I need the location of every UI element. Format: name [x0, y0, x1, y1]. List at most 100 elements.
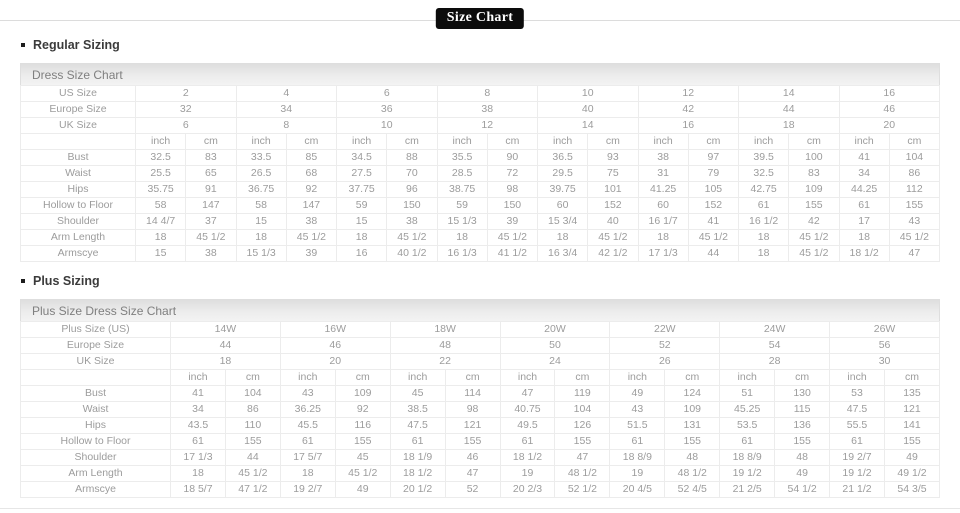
value-cell: 43 — [609, 401, 666, 418]
value-cell: 91 — [185, 181, 237, 198]
value-cell: 152 — [587, 197, 639, 214]
value-cell: 49 — [883, 449, 941, 466]
value-cell: 42 — [788, 213, 840, 230]
value-cell: 45 1/2 — [587, 229, 639, 246]
value-cell: 61 — [170, 433, 226, 450]
size-value-cell: 30 — [829, 353, 940, 370]
value-cell: 61 — [737, 197, 790, 214]
value-cell: 61 — [609, 433, 666, 450]
size-value-cell: 50 — [499, 337, 611, 354]
value-cell: 109 — [788, 181, 840, 198]
value-cell: 48 — [774, 449, 831, 466]
unit-cell: inch — [609, 369, 666, 386]
value-cell: 36.75 — [235, 181, 287, 198]
plus-sizing-section: Plus Sizing Plus Size Dress Size Chart P… — [0, 274, 960, 498]
value-cell: 65 — [185, 165, 237, 182]
value-cell: 59 — [436, 197, 488, 214]
value-cell: 20 2/3 — [499, 481, 556, 498]
value-cell: 72 — [486, 165, 539, 182]
value-cell: 40.75 — [499, 401, 556, 418]
value-cell: 17 — [838, 213, 890, 230]
size-value-cell: 40 — [537, 101, 639, 118]
value-cell: 98 — [486, 181, 539, 198]
value-cell: 45 1/2 — [788, 245, 840, 262]
value-cell: 47 — [444, 465, 501, 482]
value-cell: 79 — [687, 165, 740, 182]
value-cell: 92 — [285, 181, 338, 198]
size-value-cell: 18 — [738, 117, 840, 134]
value-cell: 97 — [687, 149, 740, 166]
table-title: Plus Size Dress Size Chart — [20, 299, 940, 321]
size-value-cell: 2 — [135, 85, 237, 102]
value-cell: 121 — [883, 401, 941, 418]
regular-sizing-section: Regular Sizing Dress Size Chart US Size 2… — [0, 38, 960, 262]
value-cell: 58 — [134, 197, 187, 214]
unit-cell: cm — [386, 133, 438, 150]
value-cell: 109 — [664, 401, 721, 418]
value-cell: 119 — [554, 385, 611, 402]
unit-cell: inch — [436, 133, 488, 150]
value-cell: 116 — [334, 417, 391, 434]
value-cell: 155 — [444, 433, 501, 450]
value-cell: 104 — [224, 385, 281, 402]
size-value-cell: 20 — [279, 353, 391, 370]
value-cell: 18 — [279, 465, 336, 482]
unit-cell: cm — [587, 133, 639, 150]
row-label: UK Size — [20, 117, 136, 134]
value-cell: 37.75 — [335, 181, 388, 198]
value-cell: 35.75 — [134, 181, 187, 198]
value-cell: 39 — [486, 213, 539, 230]
table-row: Bust 32.5 83 33.5 85 34.5 88 35.5 90 36.5 93 38 97 39… — [20, 149, 941, 166]
row-label: Shoulder — [20, 449, 171, 466]
value-cell: 38 — [185, 245, 237, 262]
value-cell: 26.5 — [235, 165, 287, 182]
value-cell: 54 3/5 — [883, 481, 941, 498]
value-cell: 147 — [285, 197, 338, 214]
value-cell: 48 1/2 — [664, 465, 721, 482]
unit-cell: cm — [444, 369, 501, 386]
unit-cell: cm — [687, 133, 740, 150]
unit-cell: cm — [486, 133, 539, 150]
size-value-cell: 14 — [537, 117, 639, 134]
value-cell: 45 1/2 — [185, 229, 237, 246]
value-cell: 105 — [687, 181, 740, 198]
value-cell: 15 1/3 — [235, 245, 287, 262]
value-cell: 58 — [235, 197, 287, 214]
value-cell: 47 1/2 — [224, 481, 281, 498]
value-cell: 52 — [444, 481, 501, 498]
value-cell: 115 — [774, 401, 831, 418]
value-cell: 49 1/2 — [883, 465, 941, 482]
value-cell: 18 1/2 — [838, 245, 890, 262]
value-cell: 19 2/7 — [279, 481, 336, 498]
size-value-cell: 16 — [838, 85, 940, 102]
value-cell: 47 — [888, 245, 941, 262]
size-value-cell: 22W — [609, 321, 721, 338]
size-value-cell: 24W — [719, 321, 831, 338]
row-label: Waist — [20, 165, 136, 182]
value-cell: 39.5 — [737, 149, 790, 166]
value-cell: 34 — [170, 401, 226, 418]
value-cell: 39.75 — [536, 181, 589, 198]
row-label: Hips — [20, 181, 136, 198]
value-cell: 45 — [389, 385, 446, 402]
value-cell: 45 1/2 — [888, 229, 941, 246]
value-cell: 47.5 — [389, 417, 446, 434]
size-value-cell: 12 — [436, 117, 538, 134]
value-cell: 49 — [334, 481, 391, 498]
size-value-cell: 26W — [829, 321, 940, 338]
section-heading-regular: Regular Sizing — [21, 38, 960, 52]
value-cell: 114 — [444, 385, 501, 402]
size-value-cell: 18W — [389, 321, 501, 338]
table-row: Waist 34 86 36.25 92 38.5 98 40.75 104 43 109 45.25… — [20, 401, 941, 418]
value-cell: 47 — [499, 385, 556, 402]
value-cell: 45 1/2 — [687, 229, 740, 246]
value-cell: 29.5 — [536, 165, 589, 182]
value-cell: 17 5/7 — [279, 449, 336, 466]
table-row: Armscye 15 38 15 1/3 39 16 40 1/2 16 1/3 41 1/2 1… — [20, 245, 941, 262]
size-value-cell: 12 — [637, 85, 739, 102]
size-value-cell: 28 — [719, 353, 831, 370]
value-cell: 101 — [587, 181, 639, 198]
size-value-cell: 8 — [436, 85, 538, 102]
value-cell: 25.5 — [134, 165, 187, 182]
table-row: Hips 35.75 91 36.75 92 37.75 96 38.75 98 39.75 101… — [20, 181, 941, 198]
